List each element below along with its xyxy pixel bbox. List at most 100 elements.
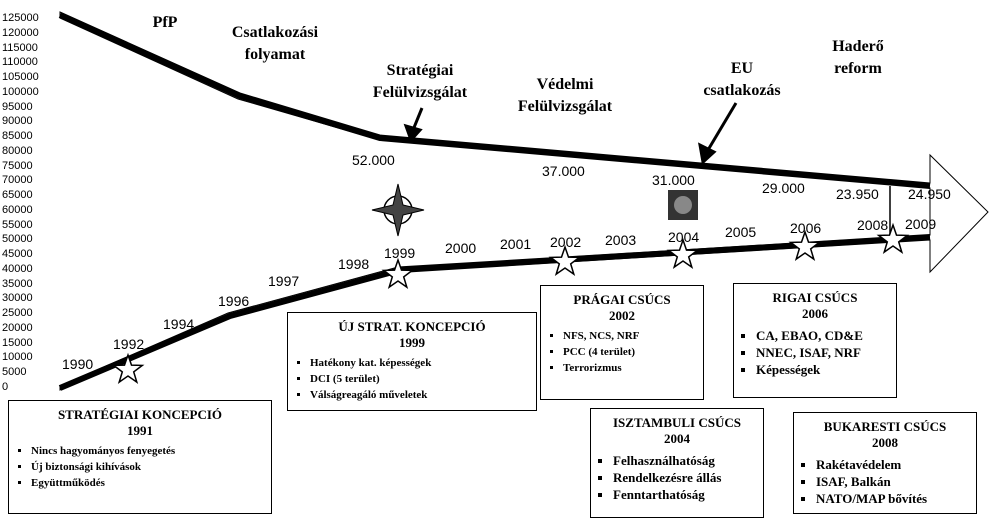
- phase-label: Stratégiai Felülvizsgálat: [350, 60, 490, 104]
- phase-line: folyamat: [244, 46, 306, 63]
- axis-label: 60000: [2, 203, 33, 216]
- axis-label: 35000: [2, 277, 33, 290]
- axis-label: 50000: [2, 233, 33, 246]
- phase-line: csatlakozás: [703, 82, 781, 99]
- pointer: [403, 102, 738, 165]
- box-item: Új biztonsági kihívások: [31, 461, 271, 473]
- year-label: 1998: [338, 256, 370, 272]
- axis-label: 15000: [2, 336, 33, 349]
- phase-line: Csatlakozási: [231, 24, 319, 41]
- phase-label: Csatlakozási folyamat: [205, 22, 345, 66]
- phase-line: EU: [730, 60, 754, 77]
- box-year: 2002: [609, 308, 635, 323]
- axis-label: 55000: [2, 218, 33, 231]
- phase-line: Haderő: [832, 38, 884, 55]
- box-title: ISZTAMBULI CSÚCS: [613, 415, 741, 430]
- phase-line: Felülvizsgálat: [372, 84, 468, 101]
- box-list: Nincs hagyományos fenyegetés Új biztonság…: [9, 445, 271, 489]
- axis-label: 115000: [2, 41, 38, 54]
- axis-label: 30000: [2, 292, 33, 305]
- year-label: 1992: [113, 336, 145, 352]
- year-label: 1996: [218, 293, 250, 309]
- phase-label: EU csatlakozás: [672, 58, 812, 102]
- star: [381, 257, 415, 289]
- axis-label: 70000: [2, 174, 33, 187]
- box-list: NFS, NCS, NRF PCC (4 terület) Terrorizmus: [541, 330, 703, 374]
- axis-label: 45000: [2, 248, 33, 260]
- force-number: 52.000: [352, 152, 395, 168]
- box-item: Rendelkezésre állás: [613, 470, 763, 486]
- axis-label: 110000: [2, 56, 38, 69]
- box-year: 2006: [802, 306, 828, 321]
- box-item: ISAF, Balkán: [816, 474, 976, 490]
- phase-line: Stratégiai: [386, 62, 454, 79]
- force-line: [58, 12, 931, 189]
- axis-label: 100000: [2, 85, 39, 98]
- axis-label: 75000: [2, 159, 33, 172]
- box-item: Hatékony kat. képességek: [310, 357, 536, 369]
- box-title: ÚJ STRAT. KONCEPCIÓ: [338, 319, 486, 334]
- year-label: 2000: [445, 240, 477, 256]
- box-year: 1991: [127, 423, 153, 438]
- force-number: 31.000: [652, 172, 695, 188]
- axis-label: 0: [2, 380, 9, 393]
- phase-line: Védelmi: [536, 76, 594, 93]
- year-label: 1990: [62, 356, 94, 372]
- axis-label: 95000: [2, 100, 33, 113]
- box-item: NNEC, ISAF, NRF: [756, 345, 896, 361]
- year-label: 2009: [905, 216, 937, 232]
- star: [788, 229, 822, 261]
- stars: [111, 222, 910, 384]
- box-list: RakétavédelemISAF, BalkánNATO/MAP bővíté…: [794, 457, 976, 507]
- compass: [371, 183, 425, 237]
- box-year: 2008: [872, 435, 898, 450]
- box-item: Rakétavédelem: [816, 457, 976, 473]
- year-label: 2002: [550, 234, 582, 250]
- year-label: 1999: [384, 245, 416, 261]
- box-item: DCI (5 terület): [310, 373, 536, 385]
- phase-line: PfP: [152, 14, 178, 31]
- force-number: 23.950: [836, 186, 879, 202]
- phase-line: Felülvizsgálat: [517, 98, 613, 115]
- year-label: 2003: [605, 232, 637, 248]
- axis-label: 125000: [2, 12, 39, 24]
- phase-label: PfP: [95, 12, 235, 34]
- axis-label: 25000: [2, 307, 33, 319]
- axis-label: 120000: [2, 26, 39, 39]
- year-label: 2001: [500, 236, 532, 252]
- year-label: 2004: [668, 229, 700, 245]
- year-label: 1997: [268, 273, 300, 289]
- phase-label: Védelmi Felülvizsgálat: [495, 74, 635, 118]
- axis-label: 40000: [2, 262, 33, 275]
- box-item: Együttműködés: [31, 477, 271, 489]
- box-item: Képességek: [756, 362, 896, 378]
- timeline: [58, 234, 931, 391]
- year-label: 2005: [725, 224, 757, 240]
- box-year: 1999: [399, 335, 425, 350]
- box-year: 2004: [664, 431, 690, 446]
- axis-label: 65000: [2, 189, 33, 201]
- box-item: Felhasználhatóság: [613, 453, 763, 469]
- box-list: CA, EBAO, CD&ENNEC, ISAF, NRFKépességek: [734, 328, 896, 378]
- star: [111, 352, 145, 384]
- phase-label: Haderő reform: [788, 36, 928, 80]
- force-number: 29.000: [762, 180, 805, 196]
- box-item: Fenntarthatóság: [613, 487, 763, 503]
- box-title: PRÁGAI CSÚCS: [573, 292, 671, 307]
- year-label: 1994: [163, 316, 195, 332]
- year-label: 2006: [790, 220, 822, 236]
- axis-label: 85000: [2, 130, 33, 142]
- axis-label: 10000: [2, 351, 33, 364]
- box-title: RIGAI CSÚCS: [772, 290, 858, 305]
- phase-line: reform: [834, 60, 882, 77]
- star: [876, 222, 910, 254]
- box-list: FelhasználhatóságRendelkezésre állásFenn…: [591, 453, 763, 503]
- emblem-detail: [674, 196, 692, 214]
